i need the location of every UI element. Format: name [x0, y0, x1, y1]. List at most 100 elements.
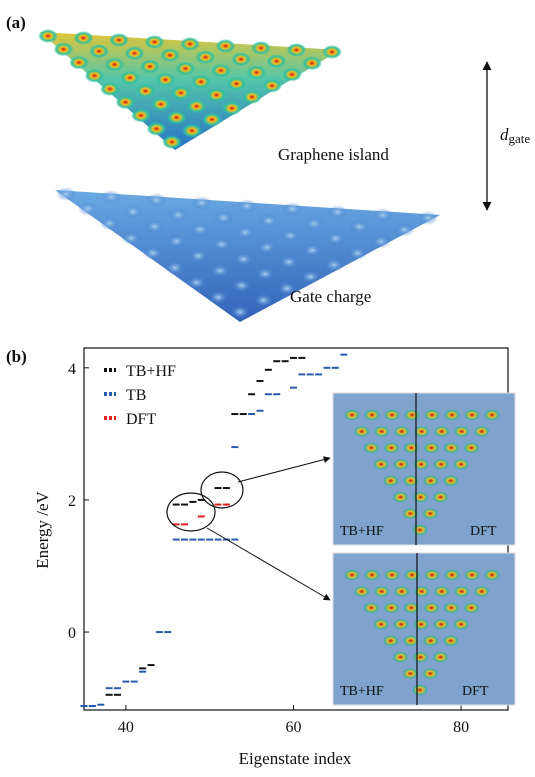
- lattice-spot: [327, 205, 348, 219]
- lattice-spot: [324, 258, 344, 272]
- inset-label: DFT: [462, 684, 489, 699]
- lattice-spot: [171, 86, 191, 100]
- lattice-spot: [84, 68, 105, 83]
- lattice-spot: [144, 35, 165, 49]
- lattice-spot: [392, 651, 409, 663]
- pointer-arrow: [237, 456, 331, 483]
- lattice-spot: [190, 222, 210, 237]
- lattice-spot: [255, 266, 276, 281]
- lattice-spot: [146, 121, 167, 136]
- lattice-spot: [353, 425, 370, 438]
- lattice-spot: [188, 249, 209, 263]
- lattice-spot: [104, 57, 125, 72]
- lattice-spot: [230, 305, 250, 319]
- lattice-spot: [464, 569, 480, 581]
- lattice-spot: [402, 635, 419, 647]
- lattice-spot: [393, 618, 410, 630]
- lattice-spot: [304, 216, 324, 231]
- lattice-spot: [433, 585, 450, 598]
- lattice-spot: [444, 569, 460, 581]
- lattice-spot: [146, 193, 167, 207]
- lattice-spot: [444, 409, 460, 421]
- lattice-spot: [413, 425, 430, 438]
- lattice-spot: [222, 101, 242, 116]
- lattice-spot: [278, 255, 299, 269]
- lattice-spot: [143, 246, 163, 260]
- lattice-spot: [403, 602, 420, 614]
- island-peaks: [38, 29, 342, 149]
- lattice-spot: [382, 475, 399, 487]
- lattice-spot: [322, 45, 342, 59]
- lattice-spot: [262, 78, 282, 93]
- gate-label: Gate charge: [290, 287, 371, 306]
- lattice-spot: [99, 216, 120, 231]
- inset-orbitals: [344, 409, 500, 536]
- lattice-spot: [233, 252, 254, 266]
- lattice-spot: [120, 70, 140, 85]
- distance-symbol-main: d: [500, 125, 509, 144]
- lattice-spot: [186, 275, 207, 290]
- lattice-spot: [266, 54, 287, 69]
- lattice-spot: [277, 281, 297, 296]
- lattice-spot: [210, 263, 230, 278]
- y-tick-label: 2: [68, 493, 76, 510]
- lattice-spot: [422, 507, 439, 520]
- lattice-spot: [371, 234, 391, 249]
- lattice-spot: [404, 569, 420, 581]
- lattice-spot: [424, 569, 440, 581]
- lattice-spot: [402, 475, 419, 487]
- lattice-spot: [101, 190, 122, 204]
- lattice-spot: [242, 90, 262, 104]
- lattice-spot: [211, 63, 231, 78]
- inset-orbitals: [344, 569, 500, 696]
- lattice-spot: [280, 228, 301, 243]
- lattice-spot: [69, 55, 89, 70]
- legend: TB+HF TB DFT: [104, 363, 176, 428]
- lattice-spot: [442, 475, 459, 487]
- lattice-spot: [363, 442, 380, 454]
- lattice-spot: [423, 442, 440, 454]
- lattice-spot: [123, 204, 143, 219]
- lattice-spot: [235, 225, 256, 240]
- lattice-spot: [403, 442, 420, 454]
- inset-label: TB+HF: [340, 684, 384, 699]
- lattice-spot: [175, 61, 196, 76]
- lattice-spot: [202, 112, 222, 127]
- lattice-spot: [89, 44, 109, 59]
- lattice-spot: [418, 211, 438, 225]
- inset: TB+HF DFT: [332, 392, 516, 546]
- y-axis-label: Energy /eV: [33, 490, 52, 568]
- y-tick-label: 4: [68, 361, 76, 378]
- lattice-spot: [373, 458, 390, 470]
- lattice-spot: [121, 231, 142, 246]
- lattice-spot: [412, 524, 428, 536]
- lattice-spot: [166, 110, 187, 125]
- island-label: Graphene island: [278, 145, 389, 164]
- lattice-spot: [131, 108, 151, 123]
- lattice-spot: [286, 43, 307, 57]
- lattice-spot: [300, 269, 321, 284]
- lattice-spot: [433, 618, 450, 630]
- distance-subscript: gate: [509, 131, 531, 146]
- inset-label: DFT: [470, 524, 497, 539]
- lattice-spot: [402, 667, 419, 680]
- distance-symbol: dgate: [500, 125, 530, 146]
- lattice-spot: [325, 231, 346, 246]
- x-tick-label: 80: [453, 719, 469, 736]
- gate-dips: [56, 187, 438, 319]
- lattice-spot: [258, 213, 279, 228]
- lattice-spot: [208, 290, 229, 305]
- lattice-spot: [135, 84, 156, 98]
- pointer-arrow: [206, 527, 331, 601]
- plot-area: 40 60 80 0 2 4: [68, 353, 469, 736]
- lattice-spot: [364, 409, 380, 421]
- lattice-spot: [404, 409, 420, 421]
- lattice-spot: [423, 602, 440, 614]
- lattice-spot: [393, 458, 410, 470]
- lattice-spot: [382, 635, 399, 647]
- lattice-spot: [413, 618, 430, 630]
- lattice-spot: [453, 585, 470, 598]
- lattice-spot: [353, 585, 370, 598]
- inset: TB+HF DFT: [332, 552, 516, 706]
